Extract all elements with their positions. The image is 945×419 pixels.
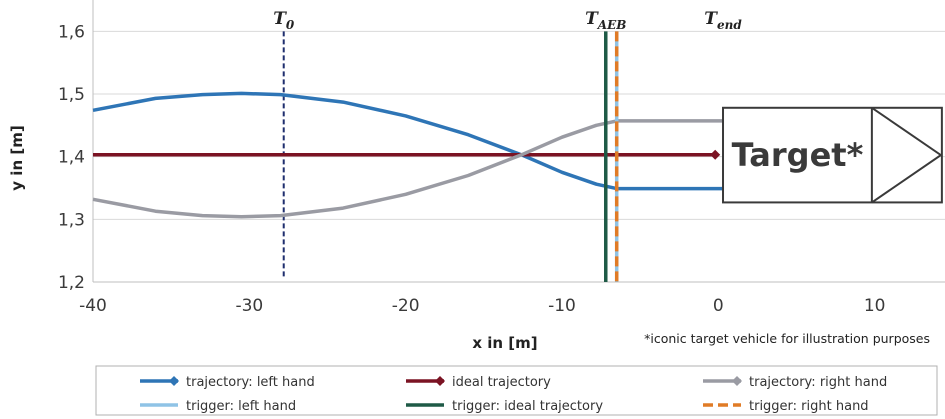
x-tick-labels: -40 -30 -20 -10 0 10 bbox=[79, 296, 885, 316]
series-line bbox=[92, 91, 727, 191]
legend-entry: trajectory: left hand bbox=[186, 375, 315, 390]
x-axis-label: x in [m] bbox=[472, 334, 537, 352]
legend-marker bbox=[435, 376, 445, 386]
target-arrow bbox=[871, 106, 943, 204]
x-tick-label: -40 bbox=[79, 296, 107, 316]
time-marker-label: TAEB bbox=[585, 9, 626, 32]
series-lines bbox=[92, 91, 732, 219]
legend-marker bbox=[169, 376, 179, 386]
x-tick-label: -10 bbox=[548, 296, 576, 316]
x-tick-label: 10 bbox=[864, 296, 886, 316]
series-end-marker bbox=[710, 149, 721, 160]
target-box bbox=[722, 106, 943, 204]
legend-entry: trigger: right hand bbox=[749, 399, 869, 414]
time-markers: T0 TAEB Tend bbox=[273, 9, 742, 279]
illustration-note: *iconic target vehicle for illustration … bbox=[644, 331, 930, 346]
legend-marker bbox=[732, 376, 742, 386]
legend-entry: trajectory: right hand bbox=[749, 375, 887, 390]
y-tick-label: 1,3 bbox=[58, 210, 85, 230]
x-tick-label: -30 bbox=[235, 296, 263, 316]
target-vehicle: Target* bbox=[722, 106, 943, 204]
legend-entry: trigger: ideal trajectory bbox=[452, 399, 603, 414]
legend-entry: trigger: left hand bbox=[186, 399, 296, 414]
y-tick-labels: 1,2 1,3 1,4 1,5 1,6 bbox=[58, 22, 85, 293]
x-tick-label: 0 bbox=[713, 296, 724, 316]
y-tick-label: 1,4 bbox=[58, 148, 85, 168]
trigger-lines bbox=[604, 31, 619, 282]
y-axis-label: y in [m] bbox=[8, 125, 26, 190]
legend-entry: ideal trajectory bbox=[452, 375, 551, 390]
y-tick-label: 1,5 bbox=[58, 85, 85, 105]
legend-box bbox=[95, 365, 938, 416]
time-marker-label: Tend bbox=[704, 9, 742, 32]
target-label: Target* bbox=[732, 136, 864, 174]
x-tick-label: -20 bbox=[392, 296, 420, 316]
y-tick-label: 1,6 bbox=[58, 22, 85, 42]
axes bbox=[92, 0, 945, 283]
time-marker-label: T0 bbox=[273, 9, 295, 32]
y-tick-label: 1,2 bbox=[58, 273, 85, 293]
series-line bbox=[92, 119, 727, 219]
legend: trajectory: left hand ideal trajectory tra… bbox=[95, 365, 938, 416]
